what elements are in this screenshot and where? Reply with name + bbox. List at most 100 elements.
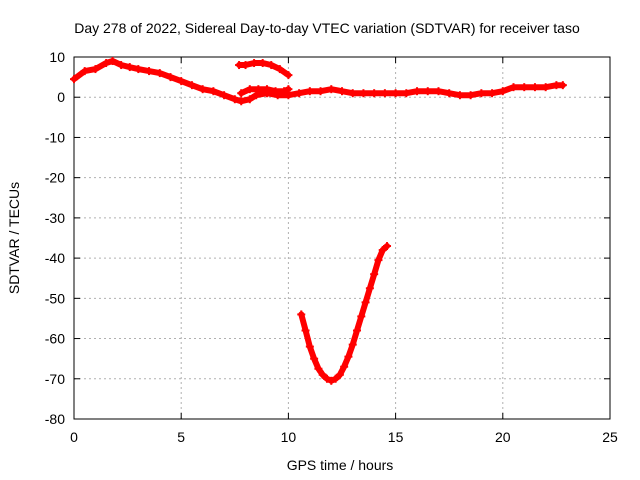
data-point: [177, 77, 186, 86]
data-point: [271, 87, 280, 96]
grid-lines: [74, 57, 610, 419]
data-point: [108, 57, 117, 66]
data-point: [70, 75, 78, 84]
data-point: [423, 87, 432, 96]
data-point: [258, 59, 267, 68]
data-point: [241, 61, 250, 70]
data-point: [284, 85, 293, 94]
data-point: [383, 242, 392, 251]
data-point: [187, 81, 196, 90]
data-point: [380, 89, 389, 98]
y-tick-label: -80: [45, 411, 65, 427]
x-tick-label: 10: [281, 429, 297, 445]
data-point: [340, 362, 349, 371]
y-tick-label: -50: [45, 290, 65, 306]
data-point: [434, 87, 443, 96]
data-point: [237, 89, 246, 98]
data-point: [322, 374, 331, 383]
data-point: [374, 256, 383, 265]
x-tick-label: 25: [602, 429, 618, 445]
data-point: [220, 91, 229, 100]
data-point: [145, 67, 154, 76]
data-point: [370, 89, 379, 98]
x-tick-labels: 0 5 10 15 20 25: [70, 429, 618, 445]
data-point: [250, 59, 259, 68]
data-point: [262, 85, 271, 94]
data-point: [541, 83, 550, 92]
x-tick-label: 0: [70, 429, 78, 445]
series-segment-2: [237, 85, 293, 98]
data-point: [245, 85, 254, 94]
series-segment-4: [297, 242, 392, 385]
data-point: [338, 87, 346, 96]
data-point: [370, 270, 379, 279]
data-point: [335, 370, 344, 379]
data-point: [316, 87, 325, 96]
data-point: [125, 63, 134, 72]
data-point: [498, 87, 507, 96]
data-point: [254, 85, 263, 94]
x-axis-label: GPS time / hours: [287, 457, 394, 473]
data-point: [314, 364, 323, 373]
data-point: [348, 89, 357, 98]
data-point: [348, 340, 357, 349]
chart-title: Day 278 of 2022, Sidereal Day-to-day VTE…: [74, 20, 580, 36]
data-point: [509, 83, 518, 92]
y-axis-label: SDTVAR / TECUs: [6, 182, 22, 294]
x-tick-label: 5: [177, 429, 185, 445]
data-point: [117, 61, 126, 70]
data-point: [252, 91, 261, 100]
data-point: [402, 89, 411, 98]
data-point: [477, 89, 486, 98]
plot-frame: [73, 56, 611, 420]
y-tick-labels: 10 0 -10 -20 -30 -40 -50 -60 -70 -80: [45, 49, 65, 427]
data-point: [305, 87, 314, 96]
data-point: [455, 91, 464, 100]
data-point: [361, 298, 370, 307]
x-tick-label: 15: [388, 429, 404, 445]
data-point: [466, 91, 475, 100]
data-point: [318, 370, 327, 379]
series-segment-3: [235, 59, 293, 80]
data-point: [245, 95, 254, 104]
data-point: [327, 376, 336, 385]
y-tick-label: 10: [49, 49, 65, 65]
data-point: [344, 352, 353, 361]
data-point: [413, 87, 422, 96]
y-tick-label: -30: [45, 210, 65, 226]
data-point: [134, 65, 143, 74]
data-point: [166, 73, 175, 82]
y-tick-label: 0: [57, 89, 65, 105]
data-point: [310, 354, 319, 363]
data-point: [520, 83, 529, 92]
data-point: [357, 312, 366, 321]
data-point: [327, 85, 336, 94]
data-point: [280, 87, 289, 96]
data-point: [331, 374, 340, 383]
data-point: [378, 246, 387, 255]
data-point: [209, 87, 218, 96]
y-tick-label: -40: [45, 250, 65, 266]
data-point: [230, 95, 239, 104]
series-segment-1: [70, 57, 567, 106]
data-point: [353, 326, 362, 335]
data-point: [365, 284, 374, 293]
data-series: [70, 57, 567, 385]
data-point: [305, 342, 314, 351]
y-tick-label: -60: [45, 331, 65, 347]
data-point: [198, 85, 207, 94]
data-point: [284, 71, 293, 80]
data-point: [301, 326, 310, 335]
data-point: [488, 89, 497, 98]
y-tick-label: -10: [45, 129, 65, 145]
data-point: [91, 65, 100, 74]
axis-ticks: [73, 56, 611, 420]
data-point: [267, 61, 276, 70]
data-point: [295, 89, 304, 98]
data-point: [237, 97, 246, 106]
data-point: [359, 89, 368, 98]
data-point: [275, 65, 284, 74]
x-tick-label: 20: [495, 429, 511, 445]
data-point: [391, 89, 400, 98]
